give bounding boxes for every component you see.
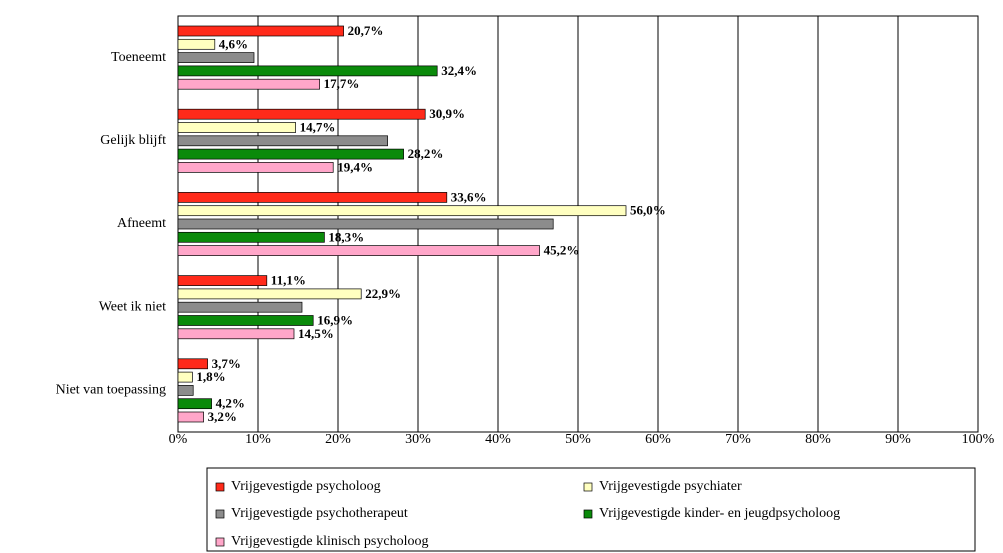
data-label: 18,3%	[328, 229, 364, 244]
data-label: 4,6%	[219, 36, 248, 51]
bar	[177, 52, 255, 63]
data-label: 33,6%	[451, 189, 487, 204]
x-tick-label: 30%	[405, 432, 431, 447]
x-tick-label: 60%	[645, 432, 671, 447]
data-label: 19,4%	[337, 159, 373, 174]
bar	[177, 65, 438, 77]
bar	[177, 148, 404, 160]
data-label: 22,9%	[365, 286, 401, 301]
x-tick-label: 10%	[245, 432, 271, 447]
legend-swatch	[583, 509, 593, 519]
data-label: 56,0%	[630, 203, 666, 218]
bar	[177, 288, 362, 300]
x-tick-label: 90%	[885, 432, 911, 447]
x-tick-label: 40%	[485, 432, 511, 447]
legend-label: Vrijgevestigde psycholoog	[231, 479, 381, 494]
bar	[177, 301, 303, 313]
x-tick-label: 100%	[962, 432, 995, 447]
x-tick-label: 20%	[325, 432, 351, 447]
bar	[177, 205, 627, 217]
bar	[177, 78, 320, 90]
bar	[177, 315, 314, 326]
bar	[177, 245, 540, 256]
y-tick-label: Weet ik niet	[99, 299, 166, 314]
bar	[177, 218, 554, 230]
x-tick-label: 80%	[805, 432, 831, 447]
bar	[177, 25, 344, 37]
bar	[177, 328, 295, 340]
y-tick-label: Afneemt	[117, 216, 166, 231]
data-label: 14,5%	[298, 326, 334, 341]
bar	[177, 231, 325, 243]
data-label: 3,7%	[212, 356, 241, 371]
data-label: 45,2%	[544, 243, 580, 258]
legend-swatch	[215, 482, 225, 492]
data-label: 20,7%	[348, 23, 384, 38]
legend-label: Vrijgevestigde klinisch psycholoog	[231, 534, 428, 549]
y-tick-label: Niet van toepassing	[56, 383, 166, 398]
data-label: 14,7%	[300, 119, 336, 134]
data-label: 28,2%	[408, 146, 444, 161]
y-tick-label: Gelijk blijft	[100, 133, 166, 148]
y-tick-label: Toeneemt	[111, 50, 166, 65]
bar	[177, 162, 334, 173]
data-label: 16,9%	[317, 312, 353, 327]
data-label: 30,9%	[429, 106, 465, 121]
data-label: 1,8%	[196, 369, 225, 384]
legend-label: Vrijgevestigde psychiater	[599, 479, 742, 494]
bar	[177, 108, 426, 120]
data-label: 32,4%	[441, 63, 477, 78]
legend-swatch	[215, 509, 225, 519]
data-label: 17,7%	[324, 76, 360, 91]
bar	[177, 192, 448, 203]
bar	[177, 358, 208, 370]
bar	[177, 371, 193, 383]
bar	[177, 275, 268, 286]
data-label: 3,2%	[208, 409, 237, 424]
legend-label: Vrijgevestigde kinder- en jeugdpsycholoo…	[599, 506, 840, 521]
x-tick-label: 70%	[725, 432, 751, 447]
bar	[177, 411, 204, 423]
legend-box	[206, 467, 976, 552]
data-label: 4,2%	[216, 396, 245, 411]
legend-label: Vrijgevestigde psychotherapeut	[231, 506, 408, 521]
bar	[177, 122, 296, 133]
bar	[177, 38, 216, 50]
data-label: 11,1%	[271, 273, 306, 288]
bar	[177, 135, 388, 147]
bar	[177, 398, 212, 410]
x-tick-label: 0%	[169, 432, 188, 447]
bar	[177, 385, 194, 396]
x-tick-label: 50%	[565, 432, 591, 447]
legend-swatch	[215, 537, 225, 547]
legend-swatch	[583, 482, 593, 492]
